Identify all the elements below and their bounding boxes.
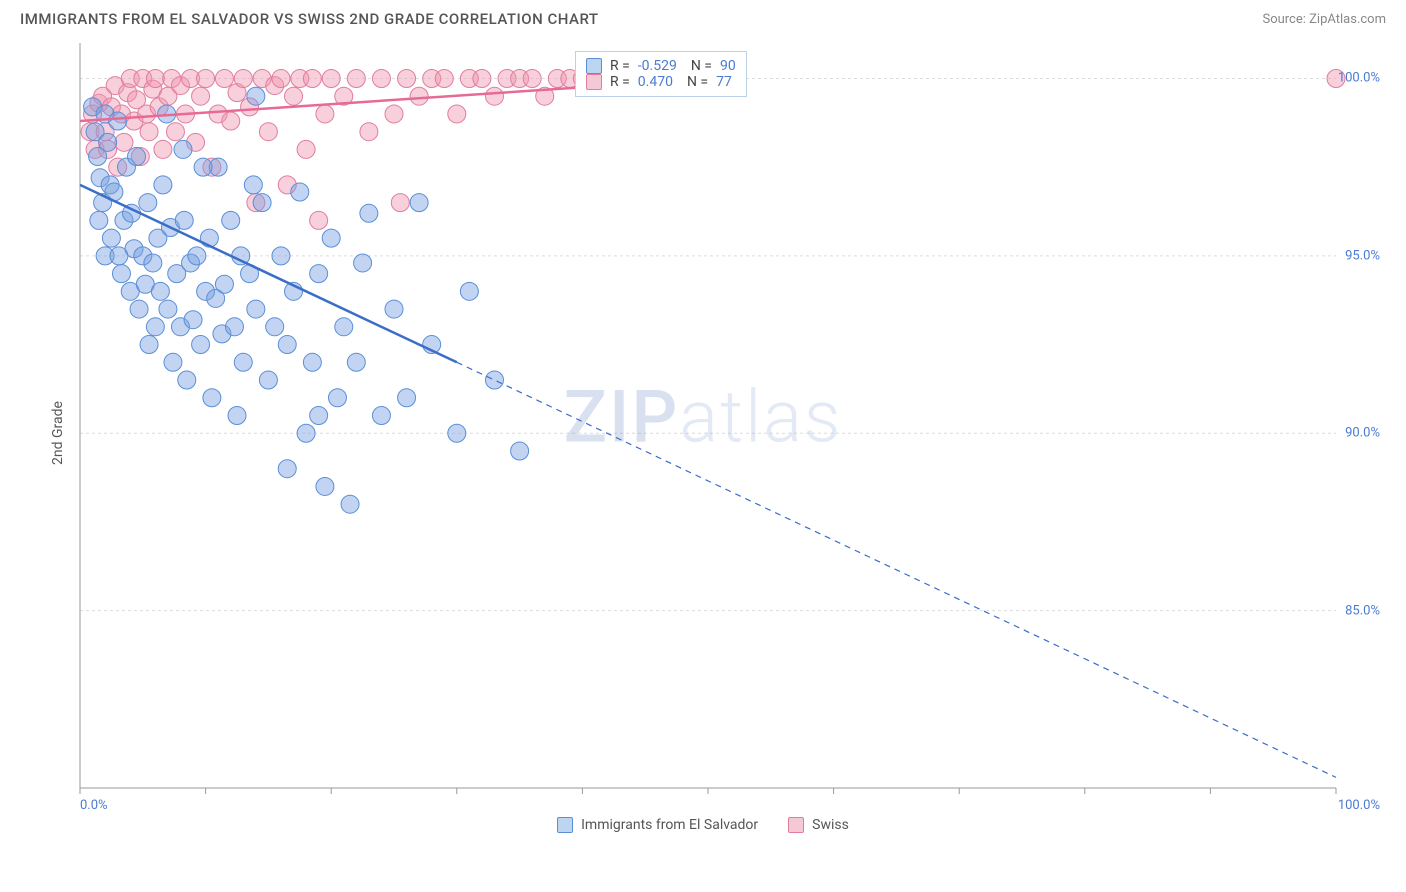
chart-source: Source: ZipAtlas.com — [1262, 12, 1386, 27]
scatter-plot-svg — [20, 33, 1386, 833]
chart-header: IMMIGRANTS FROM EL SALVADOR VS SWISS 2ND… — [0, 0, 1406, 33]
legend-swatch-icon — [788, 817, 804, 833]
stat-N-label: N = — [691, 58, 712, 74]
legend-item-el_salvador: Immigrants from El Salvador — [557, 817, 758, 833]
stat-swatch-icon — [586, 74, 602, 90]
correlation-stat-box: R =-0.529N =90R =0.470N =77 — [575, 51, 747, 97]
stat-N-label: N = — [687, 74, 708, 90]
y-tick-label: 95.0% — [1345, 248, 1380, 263]
stat-N-value: 77 — [716, 74, 732, 90]
legend-label: Immigrants from El Salvador — [581, 817, 758, 833]
chart-title: IMMIGRANTS FROM EL SALVADOR VS SWISS 2ND… — [20, 10, 599, 28]
y-tick-label: 100.0% — [1338, 71, 1380, 86]
chart-area: 2nd Grade ZIPatlas R =-0.529N =90R =0.47… — [20, 33, 1386, 833]
stat-row-el_salvador: R = -0.529 N = 90 — [586, 58, 736, 74]
legend-label: Swiss — [812, 817, 849, 833]
x-tick-label-min: 0.0% — [80, 798, 108, 813]
stat-R-value: 0.470 — [638, 74, 673, 90]
y-tick-label: 85.0% — [1345, 603, 1380, 618]
stat-R-label: R = — [610, 58, 630, 74]
series-legend: Immigrants from El Salvador Swiss — [20, 817, 1386, 833]
stat-R-label: R = — [610, 74, 630, 90]
y-tick-label: 90.0% — [1345, 426, 1380, 441]
legend-item-swiss: Swiss — [788, 817, 849, 833]
legend-swatch-icon — [557, 817, 573, 833]
x-tick-label-max: 100.0% — [1338, 798, 1380, 813]
stat-R-value: -0.529 — [638, 58, 677, 74]
stat-N-value: 90 — [720, 58, 736, 74]
stat-row-swiss: R = 0.470 N = 77 — [586, 74, 736, 90]
stat-swatch-icon — [586, 58, 602, 74]
